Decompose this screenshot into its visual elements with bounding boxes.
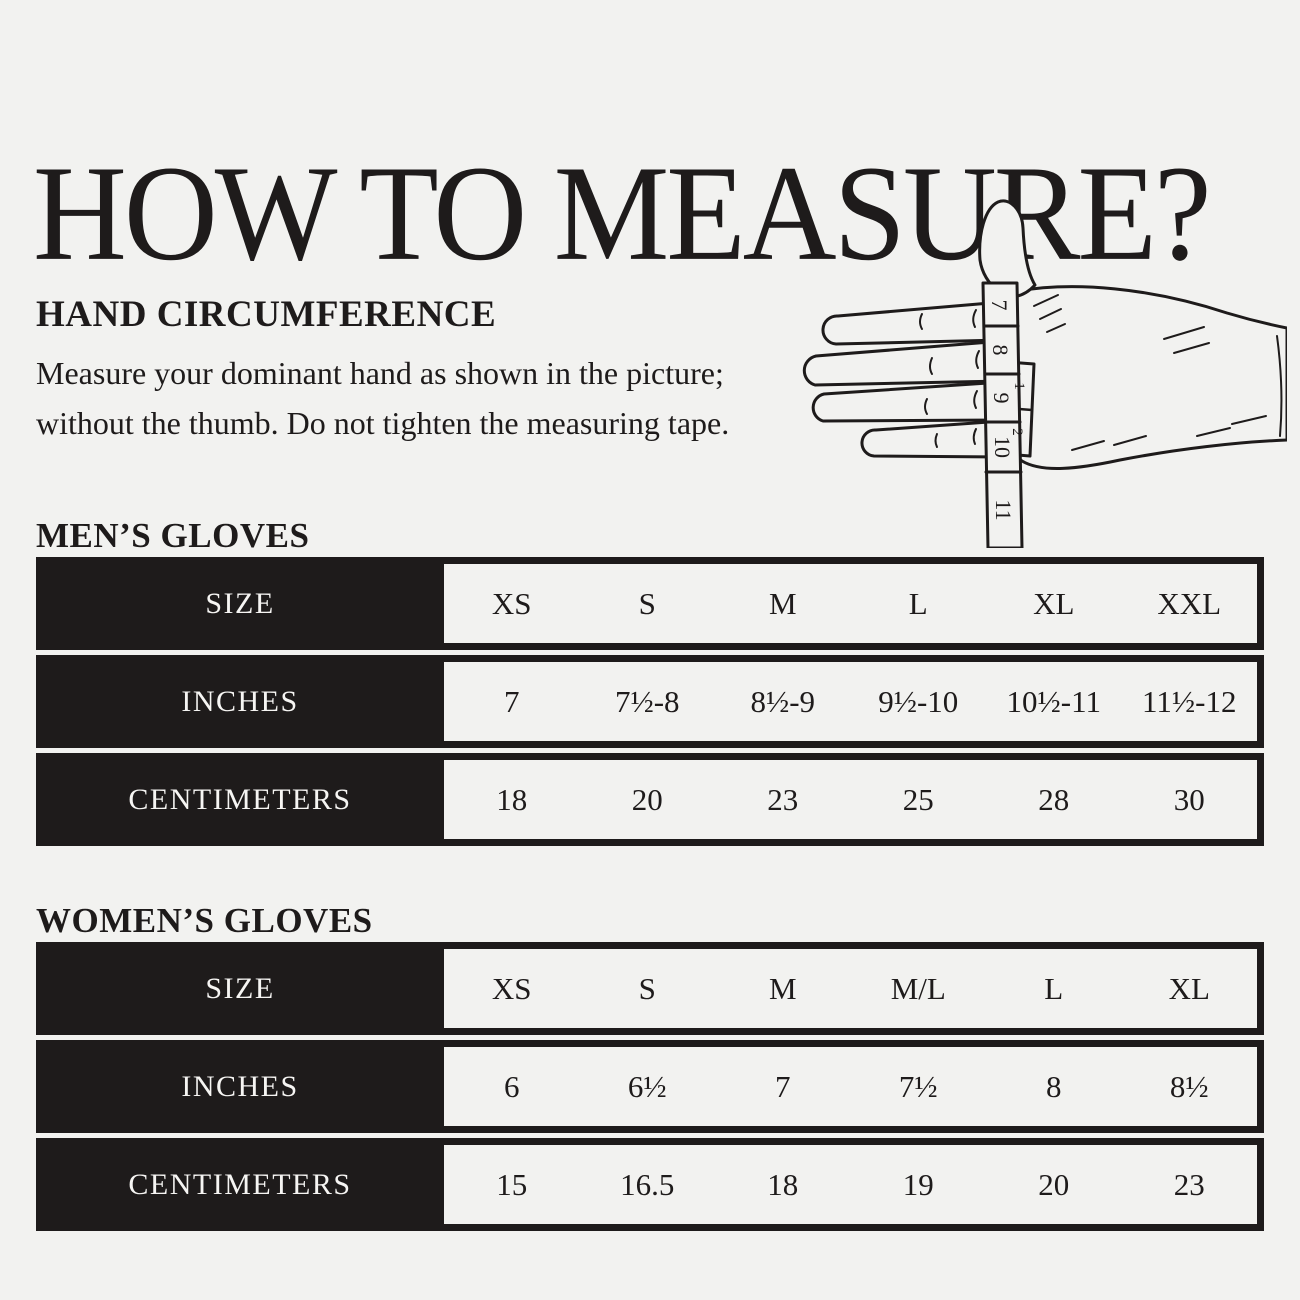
inches-cell: 6½ — [627, 1068, 667, 1104]
palm-outline — [998, 285, 1287, 470]
size-cell: M — [768, 585, 797, 621]
size-cell: XL — [1033, 585, 1075, 621]
inches-cell: 7 — [775, 1068, 791, 1104]
table-row: INCHES 6 6½ 7 7½ 8 8½ — [36, 1040, 1264, 1133]
tape-number-10: 10 — [990, 436, 1015, 458]
centimeters-cell: 23 — [1173, 1166, 1205, 1202]
inches-cell: 7 — [504, 683, 520, 719]
hand-circumference-instructions: Measure your dominant hand as shown in t… — [36, 355, 730, 441]
table-row: CENTIMETERS 18 20 23 25 28 30 — [36, 753, 1264, 846]
mens-gloves-heading: MEN’S GLOVES — [36, 516, 310, 556]
hand-crease-lines — [919, 294, 1283, 451]
size-cell: L — [1044, 970, 1064, 1006]
centimeters-cell: 23 — [767, 781, 799, 817]
table-row: SIZE XS S M M/L L XL — [36, 942, 1264, 1035]
pinky-finger — [860, 419, 1005, 459]
size-cell: M/L — [890, 970, 946, 1006]
inches-cell: 7½ — [898, 1068, 938, 1104]
tape-number-11: 11 — [991, 499, 1016, 520]
middle-finger — [802, 339, 1005, 387]
centimeters-cell: 18 — [767, 1166, 799, 1202]
row-label-size: SIZE — [205, 971, 275, 1005]
inches-cell: 10½-11 — [1006, 683, 1101, 719]
inches-cell: 6 — [504, 1068, 520, 1104]
size-cell: L — [908, 585, 928, 621]
size-cell: XXL — [1157, 585, 1222, 621]
table-row: INCHES 7 7½-8 8½-9 9½-10 10½-11 11½-12 — [36, 655, 1264, 748]
tape-number-9: 9 — [989, 393, 1014, 404]
inches-cell: 8½-9 — [750, 683, 816, 719]
centimeters-cell: 19 — [902, 1166, 934, 1202]
size-cell: XL — [1168, 970, 1210, 1006]
tape-numbers: 7 8 9 10 11 1 2 — [987, 300, 1027, 521]
hand-measuring-tape-illustration: 7 8 9 10 11 1 2 — [772, 188, 1287, 548]
tape-front-strip — [981, 281, 1024, 548]
centimeters-cell: 28 — [1038, 781, 1070, 817]
tape-back-number-2: 2 — [1009, 428, 1025, 436]
size-cell: S — [638, 585, 656, 621]
centimeters-cell: 16.5 — [620, 1166, 675, 1202]
inches-cell: 8½ — [1169, 1068, 1209, 1104]
size-cell: S — [638, 970, 656, 1006]
inches-cell: 8 — [1046, 1068, 1062, 1104]
row-label-inches: INCHES — [181, 1069, 299, 1103]
hand-circumference-heading: HAND CIRCUMFERENCE — [36, 293, 497, 335]
mens-size-table: SIZE XS S M L XL XXL INCHES 7 7½-8 8½-9 … — [36, 557, 1264, 851]
womens-gloves-heading: WOMEN’S GLOVES — [36, 901, 373, 941]
table-row: SIZE XS S M L XL XXL — [36, 557, 1264, 650]
tape-number-7: 7 — [987, 300, 1012, 311]
tape-back-number-1: 1 — [1011, 382, 1027, 390]
row-label-size: SIZE — [205, 586, 275, 620]
row-label-inches: INCHES — [181, 684, 299, 718]
inches-cell: 9½-10 — [878, 683, 959, 719]
table-row: CENTIMETERS 15 16.5 18 19 20 23 — [36, 1138, 1264, 1231]
size-cell: XS — [491, 970, 532, 1006]
womens-size-table: SIZE XS S M M/L L XL INCHES 6 6½ 7 7½ 8 … — [36, 942, 1264, 1236]
inches-cell: 7½-8 — [614, 683, 680, 719]
size-cell: M — [768, 970, 797, 1006]
row-label-centimeters: CENTIMETERS — [128, 1167, 352, 1201]
hand-drawing: 7 8 9 10 11 1 2 — [802, 199, 1287, 548]
tape-number-8: 8 — [988, 345, 1013, 356]
centimeters-cell: 18 — [496, 781, 528, 817]
centimeters-cell: 20 — [1038, 1166, 1070, 1202]
centimeters-cell: 30 — [1173, 781, 1205, 817]
row-label-centimeters: CENTIMETERS — [128, 782, 352, 816]
ring-finger — [811, 380, 1005, 423]
index-finger — [821, 300, 1004, 346]
size-cell: XS — [491, 585, 532, 621]
centimeters-cell: 25 — [902, 781, 934, 817]
centimeters-cell: 15 — [496, 1166, 528, 1202]
centimeters-cell: 20 — [631, 781, 663, 817]
inches-cell: 11½-12 — [1142, 683, 1237, 719]
